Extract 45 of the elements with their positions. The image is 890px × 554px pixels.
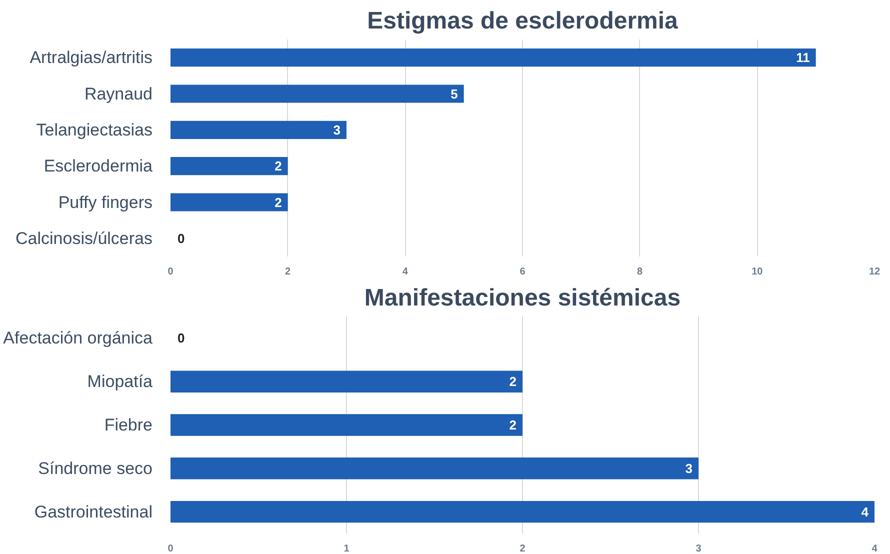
x-tick-label: 2 (520, 544, 526, 554)
bar (170, 458, 698, 480)
y-tick-label: Artralgias/artritis (30, 48, 153, 68)
data-label: 2 (274, 158, 282, 174)
y-tick-label: Puffy fingers (58, 192, 153, 212)
x-tick-label: 0 (168, 544, 174, 554)
data-label: 3 (333, 122, 341, 138)
y-tick-label: Raynaud (84, 84, 153, 104)
data-label: 4 (861, 504, 870, 520)
y-tick-label: Miopatía (87, 372, 154, 392)
data-label: 2 (274, 194, 282, 210)
bar (170, 370, 522, 392)
x-tick-label: 0 (168, 266, 174, 278)
x-tick-label: 4 (402, 266, 408, 278)
chart-title: Manifestaciones sistémicas (364, 284, 681, 312)
x-tick-label: 8 (637, 266, 644, 278)
data-label: 3 (685, 460, 693, 476)
bar (170, 84, 464, 103)
bar (170, 120, 346, 139)
data-label: 0 (178, 330, 185, 346)
y-tick-label: Gastrointestinal (34, 502, 153, 522)
x-tick-label: 1 (344, 544, 350, 554)
x-tick-label: 3 (696, 544, 702, 554)
data-label: 11 (796, 50, 810, 66)
bar (170, 193, 288, 212)
x-tick-label: 2 (285, 266, 292, 278)
data-label: 2 (509, 374, 517, 390)
chart-title: Estigmas de esclerodermia (367, 8, 679, 34)
x-tick-label: 10 (752, 266, 764, 278)
bar (170, 500, 874, 523)
data-label: 2 (509, 418, 517, 432)
x-tick-label: 6 (520, 266, 526, 278)
data-label: 5 (450, 86, 458, 102)
y-tick-label: Telangiectasias (36, 120, 153, 140)
y-tick-label: Fiebre (104, 416, 152, 434)
y-tick-label: Calcinosis/úlceras (16, 228, 153, 248)
bar (170, 48, 816, 67)
y-tick-label: Síndrome seco (38, 458, 153, 478)
x-tick-label: 4 (872, 544, 878, 554)
x-tick-label: 12 (868, 266, 880, 278)
y-tick-label: Esclerodermia (44, 156, 154, 176)
bar (170, 157, 288, 176)
y-tick-label: Afectación orgánica (3, 328, 154, 348)
bar (170, 414, 522, 436)
data-label: 0 (178, 230, 185, 246)
